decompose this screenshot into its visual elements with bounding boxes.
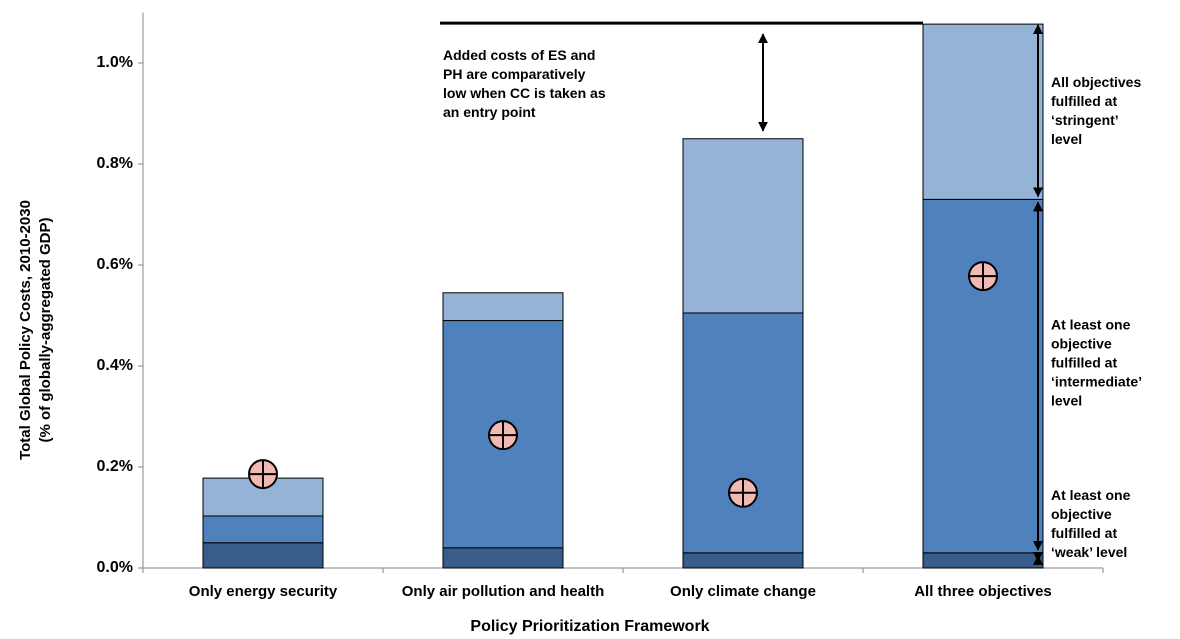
marker [488, 420, 518, 451]
annotation-text: level [1051, 131, 1082, 147]
y-tick-label: 0.0% [97, 559, 133, 576]
annotation-text: fulfilled at [1051, 355, 1117, 371]
annotation-text: objective [1051, 336, 1112, 352]
annotation-text: PH are comparatively [443, 66, 586, 82]
y-tick-label: 0.6% [97, 256, 133, 273]
x-axis-title: Policy Prioritization Framework [470, 618, 709, 635]
y-axis-title: (% of globally-aggregated GDP) [37, 217, 54, 442]
bar-segment [682, 138, 804, 314]
y-tick-label: 0.4% [97, 357, 133, 374]
annotation-text: ‘intermediate’ [1051, 374, 1142, 390]
marker [728, 477, 758, 508]
bar-segment [202, 477, 324, 517]
annotation-text: objective [1051, 506, 1112, 522]
bar-segment [922, 198, 1044, 554]
marker [248, 459, 278, 490]
x-tick-label: Only air pollution and health [402, 583, 605, 600]
y-tick-label: 1.0% [97, 54, 133, 71]
bar-segment [682, 312, 804, 554]
annotation-text: fulfilled at [1051, 93, 1117, 109]
y-tick-label: 0.8% [97, 155, 133, 172]
bar-segment [442, 547, 564, 569]
annotation-text: ‘stringent’ [1051, 112, 1119, 128]
y-axis-title: Total Global Policy Costs, 2010-2030 [17, 200, 34, 460]
bar-segment [682, 552, 804, 569]
annotation-text: ‘weak’ level [1051, 544, 1127, 560]
annotation-text: fulfilled at [1051, 525, 1117, 541]
bar-segment [202, 515, 324, 544]
annotation-text: All objectives [1051, 74, 1141, 90]
annotation-text: Added costs of ES and [443, 47, 595, 63]
annotation-text: low when CC is taken as [443, 85, 606, 101]
bar-segment [922, 23, 1044, 200]
annotation-text: an entry point [443, 104, 536, 120]
annotation-text: level [1051, 393, 1082, 409]
annotation-text: At least one [1051, 317, 1131, 333]
marker [968, 261, 998, 292]
annotation-text: At least one [1051, 487, 1131, 503]
bar-segment [202, 542, 324, 569]
x-tick-label: All three objectives [914, 583, 1052, 600]
bar-segment [442, 292, 564, 322]
x-tick-label: Only energy security [189, 583, 338, 600]
x-tick-label: Only climate change [670, 583, 816, 600]
bar-segment [922, 552, 1044, 569]
y-tick-label: 0.2% [97, 458, 133, 475]
